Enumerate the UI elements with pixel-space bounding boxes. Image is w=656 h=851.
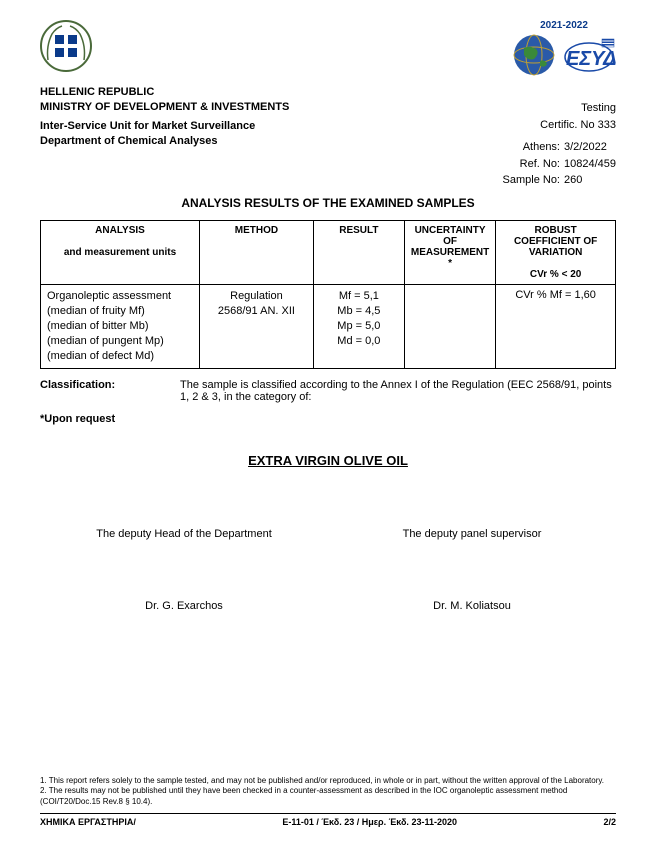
header-row: 2021-2022 xyxy=(40,20,616,77)
athens-label: Athens: xyxy=(494,139,564,156)
signature-right: The deputy panel supervisor Dr. M. Kolia… xyxy=(342,528,601,612)
th-uncert-main: UNCERTAINTY OF MEASUREMENT xyxy=(411,225,489,258)
sig-right-name: Dr. M. Koliatsou xyxy=(342,600,601,612)
category-result: EXTRA VIRGIN OLIVE OIL xyxy=(40,453,616,468)
certific-no: 333 xyxy=(598,119,616,131)
cell-method: Regulation 2568/91 AN. XII xyxy=(200,285,314,368)
ref-label: Ref. No: xyxy=(494,156,564,173)
document-title: ANALYSIS RESULTS OF THE EXAMINED SAMPLES xyxy=(40,196,616,210)
globe-logo-icon xyxy=(512,33,556,77)
footer-left: ΧΗΜΙΚΑ ΕΡΓΑΣΤΗΡΙΑ/ xyxy=(40,817,136,827)
result-line: Mb = 4,5 xyxy=(320,304,398,319)
analysis-line: (median of bitter Mb) xyxy=(47,319,193,334)
logo-row: ΕΣΥΔ xyxy=(512,33,616,77)
classification-label: Classification: xyxy=(40,379,160,403)
method-line: Regulation xyxy=(206,289,307,304)
logo-right-block: 2021-2022 xyxy=(512,20,616,77)
th-method: METHOD xyxy=(200,221,314,285)
document-page: 2021-2022 xyxy=(0,0,656,851)
signatures-block: The deputy Head of the Department Dr. G.… xyxy=(40,528,616,612)
th-cvr-main: ROBUST COEFFICIENT OF VARIATION xyxy=(514,225,597,258)
table-row: Organoleptic assessment (median of fruit… xyxy=(41,285,616,368)
year-range: 2021-2022 xyxy=(512,20,616,31)
testing-label: Testing xyxy=(494,100,616,117)
result-line: Mf = 5,1 xyxy=(320,289,398,304)
footnote-1: 1. This report refers solely to the samp… xyxy=(40,776,616,786)
method-line: 2568/91 AN. XII xyxy=(206,304,307,319)
sig-left-title: The deputy Head of the Department xyxy=(54,528,313,540)
cell-cvr: CVr % Mf = 1,60 xyxy=(496,285,616,368)
classification-block: Classification: The sample is classified… xyxy=(40,379,616,403)
analysis-line: (median of fruity Mf) xyxy=(47,304,193,319)
th-result: RESULT xyxy=(313,221,404,285)
footer-center: Ε-11-01 / Έκδ. 23 / Ημερ. Έκδ. 23-11-202… xyxy=(282,817,457,827)
sig-right-title: The deputy panel supervisor xyxy=(342,528,601,540)
svg-text:ΕΣΥΔ: ΕΣΥΔ xyxy=(566,48,616,70)
org-country: HELLENIC REPUBLIC xyxy=(40,85,616,100)
signature-left: The deputy Head of the Department Dr. G.… xyxy=(54,528,313,612)
cell-uncertainty xyxy=(404,285,495,368)
analysis-line: Organoleptic assessment xyxy=(47,289,193,304)
footer-right: 2/2 xyxy=(603,817,616,827)
cell-analysis: Organoleptic assessment (median of fruit… xyxy=(41,285,200,368)
certificate-line: Certific. No 333 xyxy=(494,117,616,134)
athens-value: 3/2/2022 xyxy=(564,139,607,156)
th-uncert-mark: * xyxy=(448,258,452,269)
th-uncertainty: UNCERTAINTY OF MEASUREMENT * xyxy=(404,221,495,285)
th-cvr-sub: CVr % < 20 xyxy=(530,269,581,280)
result-line: Mp = 5,0 xyxy=(320,319,398,334)
cell-result: Mf = 5,1 Mb = 4,5 Mp = 5,0 Md = 0,0 xyxy=(313,285,404,368)
footer: ΧΗΜΙΚΑ ΕΡΓΑΣΤΗΡΙΑ/ Ε-11-01 / Έκδ. 23 / Η… xyxy=(40,813,616,827)
table-header-row: ANALYSIS and measurement units METHOD RE… xyxy=(41,221,616,285)
footnotes: 1. This report refers solely to the samp… xyxy=(40,776,616,807)
analysis-line: (median of defect Md) xyxy=(47,349,193,364)
footnote-2: 2. The results may not be published unti… xyxy=(40,786,616,807)
results-table: ANALYSIS and measurement units METHOD RE… xyxy=(40,220,616,368)
th-analysis: ANALYSIS and measurement units xyxy=(41,221,200,285)
classification-text: The sample is classified according to th… xyxy=(180,379,616,403)
meta-block: Testing Certific. No 333 Athens:3/2/2022… xyxy=(494,100,616,189)
certific-label: Certific. No xyxy=(540,119,594,131)
th-cvr: ROBUST COEFFICIENT OF VARIATION CVr % < … xyxy=(496,221,616,285)
sig-left-name: Dr. G. Exarchos xyxy=(54,600,313,612)
ref-value: 10824/459 xyxy=(564,156,616,173)
th-analysis-sub: and measurement units xyxy=(64,247,176,258)
th-analysis-main: ANALYSIS xyxy=(95,225,145,236)
upon-request: *Upon request xyxy=(40,413,616,425)
sample-value: 260 xyxy=(564,172,582,189)
esyd-logo-icon: ΕΣΥΔ xyxy=(564,37,616,73)
greek-emblem-icon xyxy=(40,20,92,72)
sample-label: Sample No: xyxy=(494,172,564,189)
result-line: Md = 0,0 xyxy=(320,334,398,349)
analysis-line: (median of pungent Mp) xyxy=(47,334,193,349)
